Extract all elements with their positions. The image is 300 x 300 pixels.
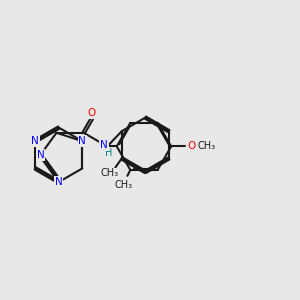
Text: CH₃: CH₃ (197, 141, 215, 152)
Text: N: N (37, 150, 44, 160)
Text: N: N (55, 177, 63, 187)
Text: O: O (188, 141, 196, 152)
Text: N: N (79, 136, 86, 146)
Text: N: N (100, 140, 108, 150)
Text: O: O (88, 108, 96, 118)
Text: N: N (32, 136, 39, 146)
Text: H: H (105, 148, 112, 158)
Text: CH₃: CH₃ (115, 180, 133, 190)
Text: CH₃: CH₃ (100, 168, 118, 178)
